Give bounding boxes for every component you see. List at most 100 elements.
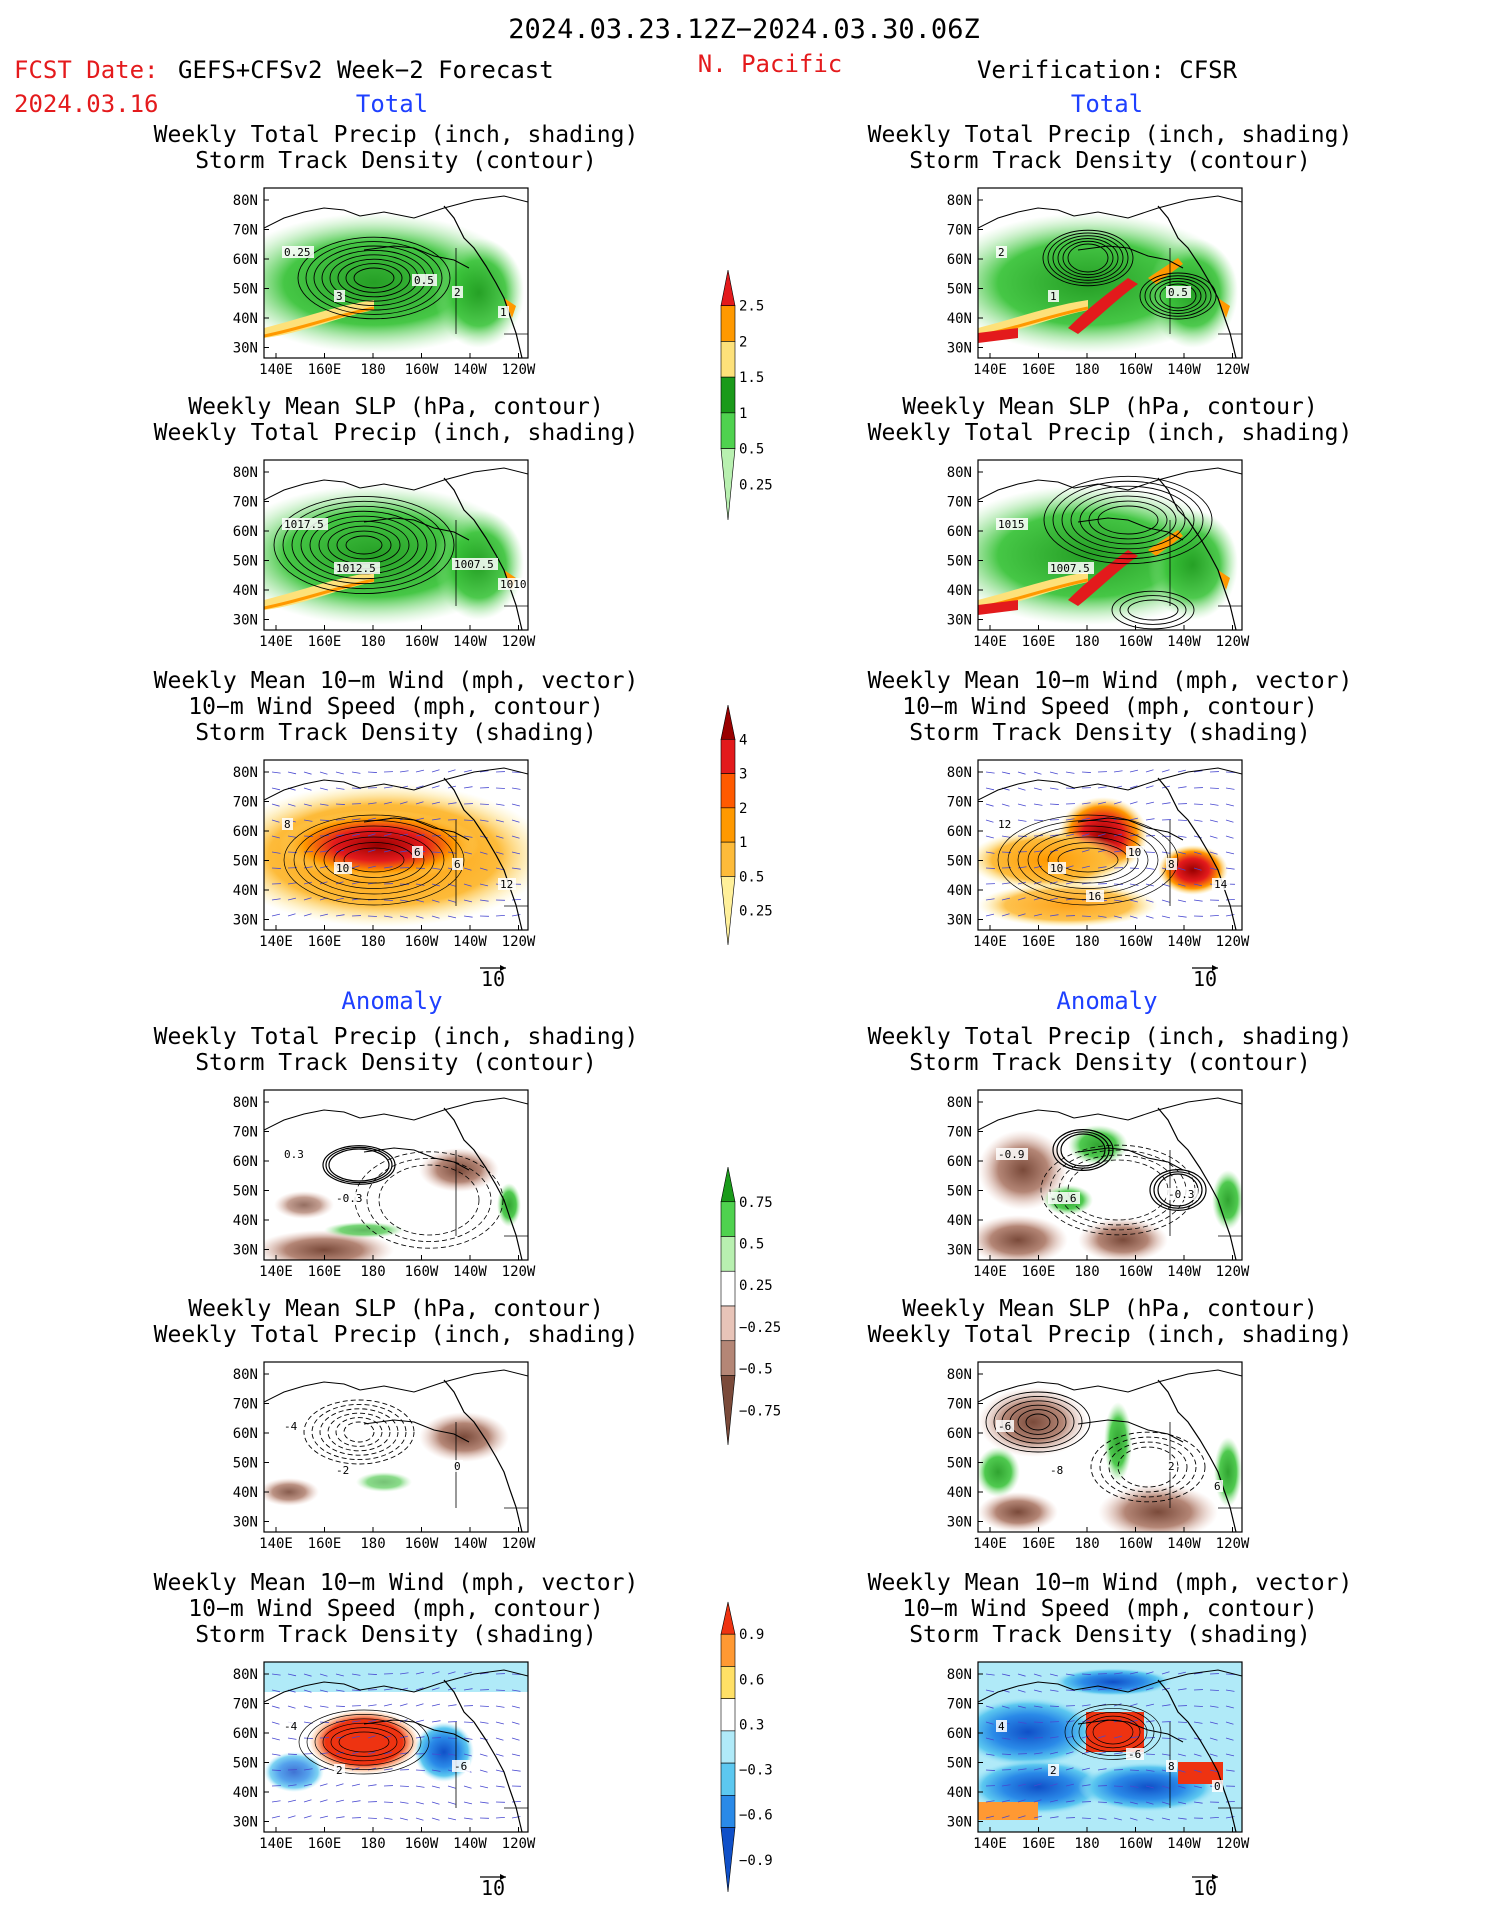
wind-vector [367,915,377,917]
contour-label: 2 [336,1764,343,1777]
wind-vector [1177,915,1187,918]
contour-line [1057,847,1119,873]
contour-label: 16 [1088,890,1101,903]
wind-vector [1049,1689,1059,1692]
colorbar-bottom-triangle [720,1375,736,1446]
map-area [978,1090,1242,1260]
contour-line [1119,595,1187,625]
wind-vector [351,1751,360,1755]
wind-vector [303,897,312,901]
map-area [264,1090,528,1260]
wind-vector [495,1705,505,1708]
wind-vector [985,1673,995,1676]
contour-labels: -0.9 -0.6 -0.3 [996,1148,1198,1205]
contour-label: 0.5 [1168,286,1188,299]
contour-line [273,495,455,595]
vector-reference-label: 10 [481,1876,505,1900]
wind-vector [271,1753,281,1756]
panel-title-line: 10−m Wind Speed (mph, contour) [902,694,1317,720]
wind-vector [1177,1769,1186,1773]
panel-title-line: Weekly Mean SLP (hPa, contour) [188,394,603,420]
lon-tick-label: 140W [1167,1536,1201,1552]
lat-tick-label: 50N [233,554,258,570]
wind-vector [1017,1799,1026,1803]
coastline-north-america [1157,477,1237,630]
coastline-north-america [443,205,523,358]
lon-tick-label: 140W [1167,1836,1201,1852]
lon-tick-label: 180 [1074,1836,1099,1852]
wind-vector [1145,1801,1154,1805]
wind-vector [985,835,994,839]
wind-vector [287,1737,297,1740]
contour-label-bg [452,286,463,298]
wind-vector [1113,1801,1123,1804]
wind-vector [511,1705,520,1709]
wind-vector [1097,833,1106,837]
coastline-north-america [1157,1107,1237,1260]
wind-vector [447,1753,457,1756]
wind-vector [985,787,995,791]
panel-left-slp: Weekly Mean SLP (hPa, contour)Weekly Tot… [154,394,639,650]
coastline-asia [978,1681,1075,1703]
wind-vector [463,1721,473,1723]
wind-vector [1033,771,1042,775]
shading-region [414,1722,474,1782]
coastline-asia [978,1381,1075,1403]
wind-vector [383,866,393,869]
wind-vector [985,803,994,807]
wind-vector [1065,1720,1075,1723]
wind-vector [319,1799,328,1803]
wind-vector [1193,803,1203,805]
wind-vector [303,1705,312,1709]
lon-tick-label: 160W [1119,1836,1153,1852]
contour-line [1052,1128,1114,1171]
wind-vector [1049,771,1058,775]
coastline-arctic [1073,767,1242,791]
wind-vector [1081,1784,1091,1787]
precip-coast [504,298,516,318]
lat-tick-label: 70N [947,1397,972,1413]
contour-label: 10 [1128,846,1141,859]
lon-tick-label: 140E [259,934,293,950]
vector-reference-arrowhead [500,965,506,971]
map-area [978,1362,1242,1532]
lon-tick-label: 120W [502,1264,536,1280]
wind-vector [1001,803,1010,807]
lat-tick-label: 80N [947,193,972,209]
lon-tick-label: 120W [502,362,536,378]
wind-vector [985,1815,995,1819]
wind-vector [447,1704,457,1707]
wind-vector [271,803,280,807]
wind-vector [1113,915,1122,919]
contour-line [1097,505,1159,535]
colorbar-label: −0.3 [739,1763,773,1779]
wind-vector [1209,1769,1219,1773]
coastline-asia [264,1681,361,1703]
lat-tick-label: 30N [233,613,258,629]
lon-tick-label: 140E [259,1836,293,1852]
wind-vector [303,1815,312,1819]
contour-label: 12 [500,878,513,891]
wind-vector [351,771,361,774]
colorbar-label: 0.6 [739,1672,764,1688]
anomaly-max [1178,1762,1223,1784]
lat-tick-label: 80N [233,1667,258,1683]
lat-tick-label: 60N [947,252,972,268]
wind-vector [985,1800,995,1803]
contour-line [1117,1446,1179,1488]
contour-label-bg [996,1420,1014,1432]
wind-vector [1033,803,1043,806]
contour-label-bg [334,862,352,874]
wind-vector [415,817,424,821]
wind-vector [271,1815,281,1819]
wind-vector [1225,1721,1234,1725]
lat-tick-label: 30N [233,913,258,929]
colorbar-label: 2 [739,801,747,817]
wind-vector [415,769,425,773]
vector-reference-1: 10 [1192,965,1218,991]
wind-vector [383,1817,393,1820]
wind-vector [1001,1737,1011,1740]
wind-vector [1177,883,1186,887]
contour-line [323,836,425,884]
wind-vector [431,1687,440,1691]
